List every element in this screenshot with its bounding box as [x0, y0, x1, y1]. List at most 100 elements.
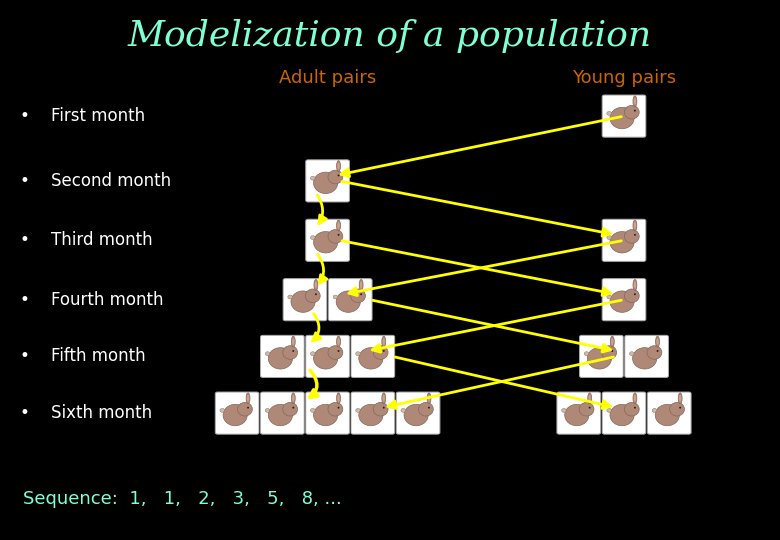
- Ellipse shape: [305, 289, 321, 302]
- Ellipse shape: [310, 352, 315, 356]
- Ellipse shape: [292, 395, 295, 402]
- Ellipse shape: [634, 395, 636, 402]
- Ellipse shape: [237, 402, 252, 416]
- Ellipse shape: [610, 107, 634, 129]
- Ellipse shape: [246, 395, 250, 402]
- Ellipse shape: [562, 408, 566, 413]
- Ellipse shape: [657, 338, 658, 345]
- Ellipse shape: [382, 393, 386, 404]
- Text: Fourth month: Fourth month: [51, 291, 163, 309]
- Ellipse shape: [359, 280, 363, 291]
- FancyBboxPatch shape: [602, 95, 646, 137]
- Ellipse shape: [292, 338, 295, 345]
- Ellipse shape: [282, 346, 298, 359]
- Ellipse shape: [337, 220, 341, 231]
- FancyBboxPatch shape: [351, 335, 395, 377]
- Ellipse shape: [633, 393, 637, 404]
- Ellipse shape: [288, 295, 292, 299]
- Ellipse shape: [382, 338, 385, 345]
- Ellipse shape: [633, 96, 637, 107]
- Ellipse shape: [382, 395, 385, 402]
- Ellipse shape: [657, 350, 658, 352]
- Ellipse shape: [360, 293, 362, 295]
- Ellipse shape: [634, 407, 636, 409]
- Ellipse shape: [634, 110, 636, 112]
- Ellipse shape: [612, 338, 614, 345]
- Ellipse shape: [607, 235, 612, 240]
- Ellipse shape: [265, 352, 270, 356]
- Ellipse shape: [633, 220, 637, 231]
- Ellipse shape: [292, 350, 294, 352]
- Ellipse shape: [633, 348, 657, 369]
- FancyBboxPatch shape: [580, 335, 623, 377]
- Ellipse shape: [328, 170, 343, 184]
- Text: Modelization of a population: Modelization of a population: [128, 19, 652, 53]
- Ellipse shape: [314, 232, 338, 253]
- Text: Young pairs: Young pairs: [572, 69, 676, 87]
- Ellipse shape: [634, 281, 636, 288]
- Ellipse shape: [268, 404, 292, 426]
- Ellipse shape: [337, 163, 340, 170]
- FancyBboxPatch shape: [396, 392, 440, 434]
- Ellipse shape: [679, 395, 682, 402]
- Ellipse shape: [337, 222, 340, 229]
- Ellipse shape: [634, 98, 636, 105]
- Ellipse shape: [247, 407, 249, 409]
- Ellipse shape: [669, 402, 685, 416]
- FancyBboxPatch shape: [625, 335, 668, 377]
- Ellipse shape: [265, 408, 270, 413]
- Ellipse shape: [328, 402, 343, 416]
- Text: First month: First month: [51, 107, 145, 125]
- Text: •: •: [20, 107, 30, 125]
- Ellipse shape: [338, 350, 339, 352]
- Ellipse shape: [587, 348, 612, 369]
- Ellipse shape: [625, 289, 640, 302]
- Ellipse shape: [634, 234, 636, 236]
- FancyBboxPatch shape: [557, 392, 601, 434]
- Ellipse shape: [634, 293, 636, 295]
- Text: Fifth month: Fifth month: [51, 347, 145, 366]
- FancyBboxPatch shape: [261, 335, 304, 377]
- Ellipse shape: [589, 407, 590, 409]
- Ellipse shape: [373, 346, 388, 359]
- Ellipse shape: [338, 407, 339, 409]
- Ellipse shape: [246, 393, 250, 404]
- Ellipse shape: [678, 393, 682, 404]
- Ellipse shape: [314, 348, 338, 369]
- Ellipse shape: [610, 291, 634, 312]
- Ellipse shape: [310, 235, 315, 240]
- Ellipse shape: [679, 407, 681, 409]
- Ellipse shape: [383, 350, 385, 352]
- FancyBboxPatch shape: [647, 392, 691, 434]
- Ellipse shape: [356, 408, 360, 413]
- Ellipse shape: [310, 408, 315, 413]
- Ellipse shape: [610, 404, 634, 426]
- Ellipse shape: [359, 404, 383, 426]
- Ellipse shape: [607, 408, 612, 413]
- FancyBboxPatch shape: [602, 279, 646, 321]
- FancyBboxPatch shape: [215, 392, 259, 434]
- Text: Adult pairs: Adult pairs: [279, 69, 376, 87]
- Ellipse shape: [315, 293, 317, 295]
- Ellipse shape: [383, 407, 385, 409]
- Ellipse shape: [625, 402, 640, 416]
- Ellipse shape: [350, 289, 366, 302]
- Ellipse shape: [625, 105, 640, 119]
- FancyBboxPatch shape: [306, 392, 349, 434]
- Ellipse shape: [655, 404, 679, 426]
- Ellipse shape: [291, 291, 315, 312]
- Ellipse shape: [356, 352, 360, 356]
- Ellipse shape: [359, 348, 383, 369]
- Ellipse shape: [310, 176, 315, 180]
- Ellipse shape: [338, 174, 339, 177]
- Ellipse shape: [652, 408, 657, 413]
- Ellipse shape: [337, 338, 340, 345]
- Text: •: •: [20, 231, 30, 249]
- Ellipse shape: [328, 346, 343, 359]
- Ellipse shape: [579, 402, 594, 416]
- Text: Third month: Third month: [51, 231, 152, 249]
- Ellipse shape: [565, 404, 589, 426]
- Ellipse shape: [607, 111, 612, 116]
- Ellipse shape: [314, 281, 317, 288]
- FancyBboxPatch shape: [306, 219, 349, 261]
